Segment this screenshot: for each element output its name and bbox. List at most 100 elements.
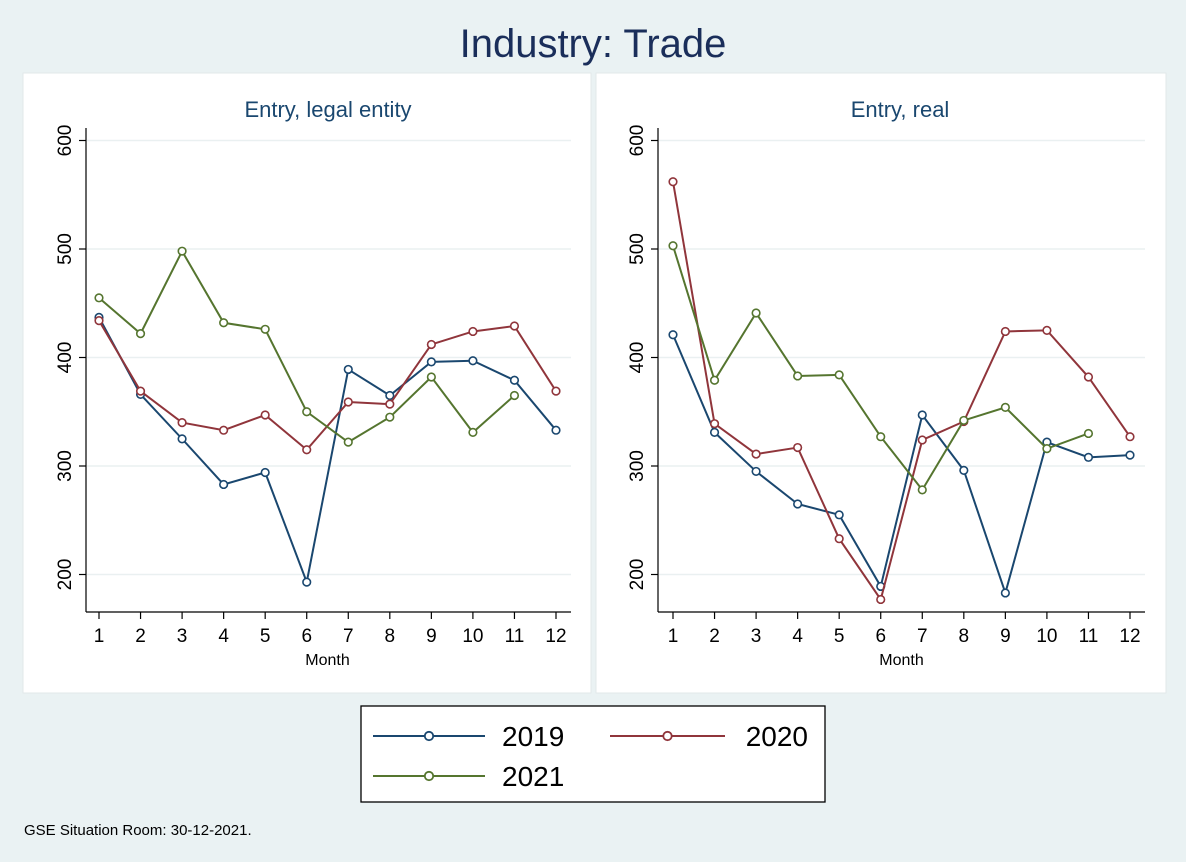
data-point-2021 <box>302 407 312 417</box>
x-tick-label: 7 <box>917 626 928 647</box>
data-point-2020 <box>1083 372 1094 382</box>
data-point-2021 <box>343 437 353 447</box>
x-tick-label: 4 <box>218 626 229 647</box>
legend-marker-2019 <box>423 730 435 742</box>
data-point-2020 <box>709 419 720 429</box>
data-point-2021 <box>260 324 270 334</box>
data-point-2019 <box>219 479 229 490</box>
data-point-2020 <box>426 339 436 350</box>
y-tick-label: 200 <box>627 559 648 591</box>
x-tick-label: 5 <box>834 626 845 647</box>
data-point-2020 <box>94 316 104 326</box>
data-point-2021 <box>1083 428 1094 439</box>
x-tick-label: 3 <box>177 626 188 647</box>
data-point-2021 <box>177 246 187 256</box>
data-point-2020 <box>135 386 146 396</box>
x-tick-label: 2 <box>709 626 720 647</box>
data-point-2020 <box>834 534 844 544</box>
data-point-2021 <box>385 412 395 422</box>
data-point-2020 <box>468 326 478 337</box>
data-point-2021 <box>509 390 520 401</box>
x-tick-label: 8 <box>385 626 396 647</box>
data-point-2019 <box>302 577 312 587</box>
data-point-2020 <box>509 321 520 331</box>
data-point-2020 <box>343 397 353 407</box>
data-point-2020 <box>177 418 187 428</box>
panel-title: Entry, real <box>851 97 950 122</box>
source-note: GSE Situation Room: 30-12-2021. <box>24 822 252 839</box>
y-tick-label: 400 <box>55 342 76 374</box>
data-point-2021 <box>135 329 146 339</box>
panel-background <box>22 72 592 694</box>
x-tick-label: 12 <box>1119 626 1140 647</box>
x-tick-label: 9 <box>1000 626 1011 647</box>
data-point-2021 <box>1042 444 1052 454</box>
x-axis-label: Month <box>879 652 923 669</box>
data-point-2019 <box>343 364 353 375</box>
data-point-2020 <box>1042 325 1052 335</box>
data-point-2019 <box>751 466 761 477</box>
data-point-2020 <box>219 425 229 435</box>
legend-label-2019: 2019 <box>502 721 564 752</box>
y-tick-label: 200 <box>55 559 76 591</box>
y-tick-label: 600 <box>55 125 76 157</box>
data-point-2019 <box>509 375 520 385</box>
data-point-2019 <box>793 499 803 509</box>
x-tick-label: 4 <box>792 626 803 647</box>
data-point-2020 <box>751 449 761 459</box>
data-point-2019 <box>1000 588 1010 598</box>
data-point-2021 <box>468 427 478 437</box>
x-tick-label: 2 <box>135 626 146 647</box>
x-axis-label: Month <box>305 652 349 669</box>
data-point-2020 <box>917 435 927 445</box>
data-point-2019 <box>426 357 436 367</box>
x-tick-label: 5 <box>260 626 271 647</box>
data-point-2020 <box>302 445 312 455</box>
data-point-2019 <box>668 330 678 340</box>
x-tick-label: 6 <box>875 626 886 647</box>
data-point-2019 <box>468 356 478 366</box>
data-point-2021 <box>94 293 104 303</box>
data-point-2021 <box>709 375 720 385</box>
data-point-2021 <box>219 318 229 328</box>
data-point-2021 <box>426 372 436 382</box>
data-point-2019 <box>260 467 270 478</box>
x-tick-label: 8 <box>959 626 970 647</box>
legend-label-2020: 2020 <box>746 721 808 752</box>
x-tick-label: 6 <box>301 626 312 647</box>
y-tick-label: 600 <box>627 125 648 157</box>
x-tick-label: 10 <box>462 626 483 647</box>
data-point-2020 <box>551 386 561 396</box>
x-tick-label: 9 <box>426 626 437 647</box>
series-line-2020 <box>672 181 1131 602</box>
data-point-2021 <box>917 485 927 495</box>
legend-marker-2020 <box>662 730 673 742</box>
data-point-2019 <box>709 427 720 437</box>
data-point-2019 <box>1125 450 1135 460</box>
y-tick-label: 500 <box>55 233 76 265</box>
data-point-2021 <box>834 370 844 380</box>
data-point-2021 <box>668 241 678 251</box>
y-tick-label: 400 <box>627 342 648 374</box>
x-tick-label: 11 <box>505 626 525 647</box>
data-point-2019 <box>834 510 844 520</box>
data-point-2019 <box>551 425 561 435</box>
legend-label-2021: 2021 <box>502 761 564 792</box>
data-point-2019 <box>385 390 395 401</box>
data-point-2020 <box>1125 432 1135 442</box>
data-point-2020 <box>260 410 270 420</box>
legend-marker-2021 <box>423 770 435 782</box>
y-tick-label: 300 <box>627 450 648 482</box>
x-tick-label: 3 <box>751 626 762 647</box>
data-point-2019 <box>1083 452 1094 462</box>
x-tick-label: 1 <box>668 626 679 647</box>
legend: 2019 2020 2021 <box>360 705 826 803</box>
data-point-2021 <box>751 308 761 318</box>
data-point-2021 <box>876 432 886 442</box>
data-point-2020 <box>876 594 886 605</box>
data-point-2020 <box>668 177 678 187</box>
data-point-2020 <box>793 442 803 453</box>
